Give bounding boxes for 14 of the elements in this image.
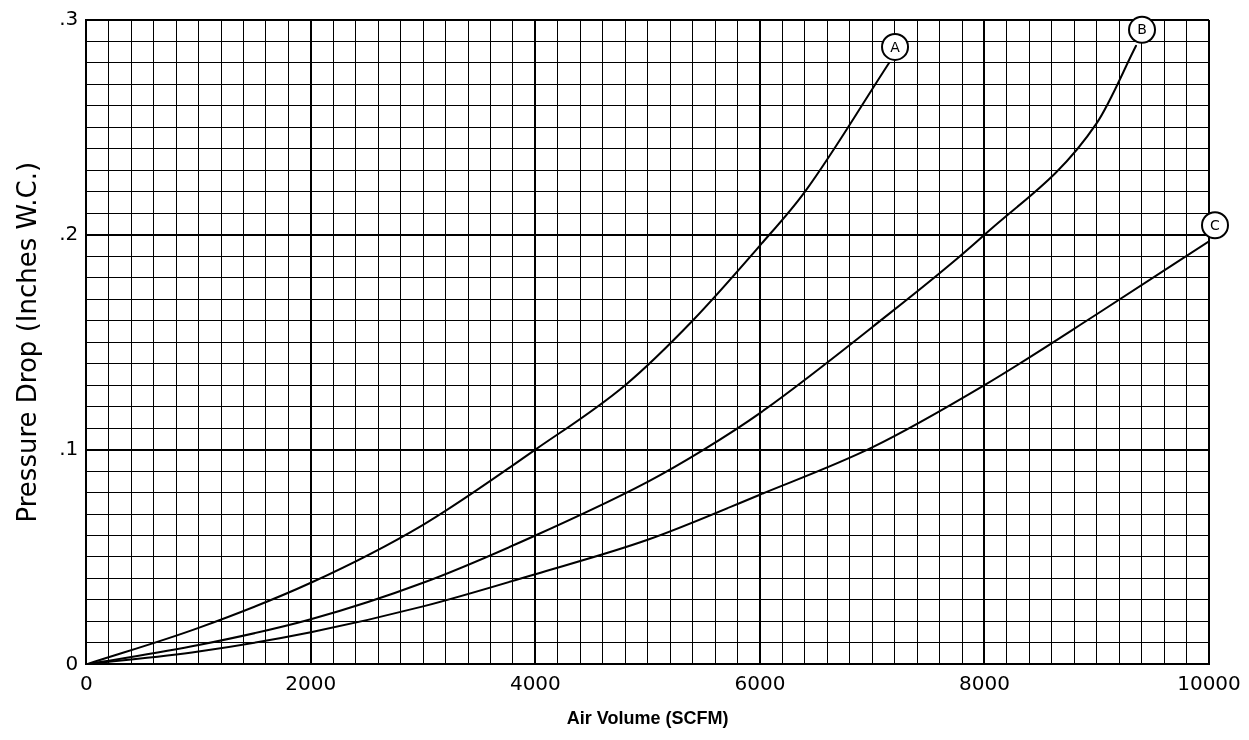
series-label: B	[1137, 21, 1147, 38]
series-label: A	[890, 38, 901, 55]
x-tick-label: 4000	[509, 670, 561, 695]
y-tick-label: .3	[59, 6, 79, 31]
y-tick-label: .2	[59, 221, 79, 245]
y-axis-title: Pressure Drop (Inches W.C.)	[12, 161, 43, 523]
x-tick-label: 2000	[285, 670, 337, 695]
y-tick-label: .1	[59, 435, 79, 460]
x-tick-label: 10000	[1177, 670, 1241, 695]
x-tick-label: 8000	[959, 670, 1010, 695]
y-tick-label: 0	[65, 650, 79, 675]
series-label: C	[1210, 216, 1221, 233]
x-tick-label: 6000	[734, 670, 786, 695]
x-axis-title: Air Volume (SCFM)	[566, 708, 729, 729]
